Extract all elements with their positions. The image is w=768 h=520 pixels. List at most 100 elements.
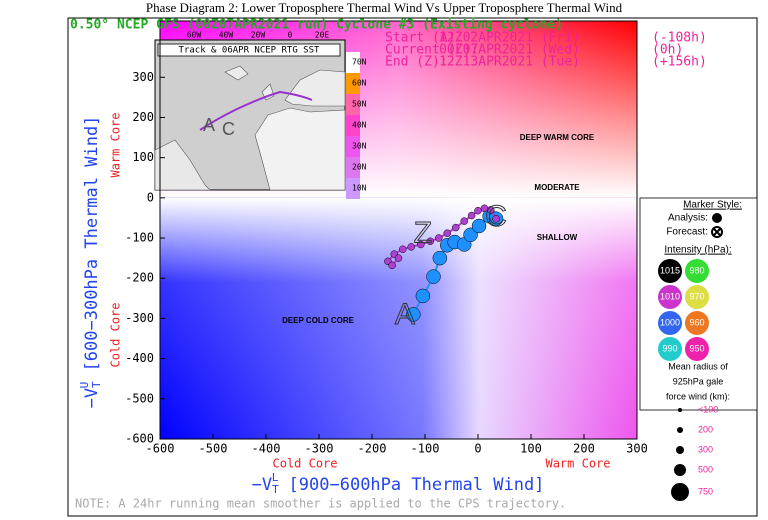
radius-label: <100 [698, 404, 718, 414]
y-side-label: Cold Core [109, 302, 123, 367]
intensity-label: 970 [689, 291, 704, 301]
radius-swatch [678, 408, 682, 412]
axis-label-rest: [600−300hPa Thermal Wind] [82, 116, 102, 382]
x-tick-label: -600 [146, 442, 175, 456]
radius-swatch [676, 446, 684, 454]
map-lat-label: 70N [352, 58, 367, 67]
legend-text: Forecast: [666, 227, 708, 238]
run-info: Current (C): [385, 43, 479, 58]
trajectory-point [426, 269, 441, 284]
map-lat-label: 10N [352, 184, 367, 193]
axis-label: −VTL [900−600hPa Thermal Wind] [252, 471, 545, 496]
map-lon-label: 20W [251, 31, 266, 40]
map-lon-label: 0 [288, 31, 293, 40]
trajectory-point [435, 234, 443, 242]
y-tick-label: -100 [125, 231, 154, 245]
radius-label: 200 [698, 424, 713, 434]
x-tick-label: 200 [573, 442, 595, 456]
run-info: 12Z13APR2021 (Tue) [439, 55, 580, 70]
trajectory-point [426, 237, 435, 246]
intensity-swatch [658, 259, 682, 283]
intensity-label: 960 [689, 317, 704, 327]
radius-label: 750 [698, 486, 713, 496]
trajectory-point [451, 223, 460, 232]
x-tick-label: 0 [474, 442, 481, 456]
trajectory-point [474, 206, 482, 215]
legend-text: Analysis: [668, 213, 708, 224]
map-lon-label: 20E [315, 31, 330, 40]
radius-swatch [671, 483, 689, 501]
map-lat-swatch [346, 52, 360, 73]
y-tick-label: -200 [125, 271, 154, 285]
axis-label-sub: T [272, 483, 279, 496]
map-lat-label: 20N [352, 163, 367, 172]
legend-heading: Marker Style: [683, 200, 742, 211]
region-label: SHALLOW [537, 233, 578, 242]
x-side-label: Cold Core [272, 457, 337, 471]
intensity-label: 980 [689, 265, 704, 275]
legend-analysis-marker [712, 213, 722, 223]
trajectory-point [417, 240, 425, 249]
legend-text: 925hPa gale [673, 376, 724, 386]
map-lat-label: 60N [352, 79, 367, 88]
intensity-label: 1000 [660, 317, 680, 327]
map-letter: A [203, 115, 215, 135]
axis-label-main: −V [252, 475, 272, 495]
map-lat-swatch [346, 157, 360, 178]
trajectory-point [467, 211, 476, 220]
run-info: (0h) [652, 43, 683, 58]
legend-forecast-x [712, 227, 722, 237]
intensity-swatch [685, 337, 709, 361]
legend-text: force wind (km): [666, 391, 730, 401]
intensity-swatch [658, 285, 682, 309]
y-tick-label: -400 [125, 351, 154, 365]
trajectory-point [463, 227, 478, 243]
trajectory-point [394, 254, 403, 262]
radius-label: 500 [698, 464, 713, 474]
plot-frame [159, 20, 638, 440]
intensity-swatch [658, 311, 682, 335]
trajectory-point [432, 250, 448, 266]
x-tick-label: -300 [305, 442, 334, 456]
trajectory-point [407, 243, 415, 251]
map-inset: Track & 06APR NCEP RTG SST A C [154, 39, 346, 191]
axis-label-sup: L [272, 471, 279, 484]
y-tick-label: -600 [125, 432, 154, 446]
run-info: Start (A): [385, 31, 463, 46]
axis-label-rest: [900−600hPa Thermal Wind] [278, 475, 544, 495]
y-side-label: Warm Core [109, 112, 123, 177]
axis-label-sub: T [90, 381, 103, 388]
region-label: MODERATE [534, 183, 580, 192]
y-tick-label: 100 [132, 150, 154, 164]
y-tick-label: 200 [132, 110, 154, 124]
radius-swatch [677, 427, 683, 433]
trajectory-point [406, 307, 421, 322]
x-tick-label: 300 [626, 442, 648, 456]
trajectory-point [460, 217, 468, 225]
x-tick-label: -100 [411, 442, 440, 456]
map-lat-label: 40N [352, 121, 367, 130]
intensity-swatch [685, 311, 709, 335]
legend-heading: Intensity (hPa): [664, 245, 731, 256]
plot: DEEP WARM CORE MODERATE SHALLOW DEEP COLD C… [125, 20, 648, 456]
y-tick-label: -300 [125, 311, 154, 325]
legend: Marker Style: Analysis: Forecast: Intensity… [639, 197, 758, 501]
map-lat-label: 50N [352, 100, 367, 109]
map-lat-swatch [346, 94, 360, 115]
intensity-label: 950 [689, 343, 704, 353]
trajectory-point [415, 288, 431, 304]
axis-label-sup: U [78, 382, 91, 389]
point-label: Z [414, 217, 432, 250]
y-tick-label: 0 [147, 190, 154, 204]
intensity-swatch [685, 285, 709, 309]
map-letter: C [222, 119, 235, 139]
trajectory-point [492, 214, 500, 223]
radius-swatch [674, 464, 686, 476]
intensity-swatch [658, 337, 682, 361]
map-lon-label: 60W [187, 31, 202, 40]
page-title: Phase Diagram 2: Lower Troposphere Therm… [146, 0, 623, 15]
map-lon-label: 40W [219, 31, 234, 40]
map-lat-swatch [346, 73, 360, 94]
map-title: Track & 06APR NCEP RTG SST [179, 46, 320, 56]
